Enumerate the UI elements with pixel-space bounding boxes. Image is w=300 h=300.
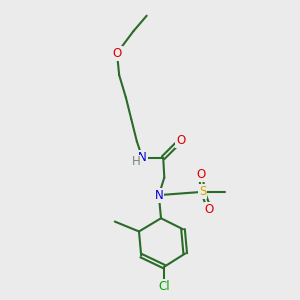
Text: Cl: Cl [158, 280, 170, 293]
Text: S: S [199, 185, 206, 198]
Text: O: O [205, 203, 214, 216]
Text: N: N [138, 151, 147, 164]
Text: H: H [132, 155, 141, 168]
Text: O: O [196, 168, 205, 181]
Text: N: N [154, 189, 163, 202]
Text: O: O [176, 134, 185, 147]
Text: O: O [112, 46, 122, 60]
